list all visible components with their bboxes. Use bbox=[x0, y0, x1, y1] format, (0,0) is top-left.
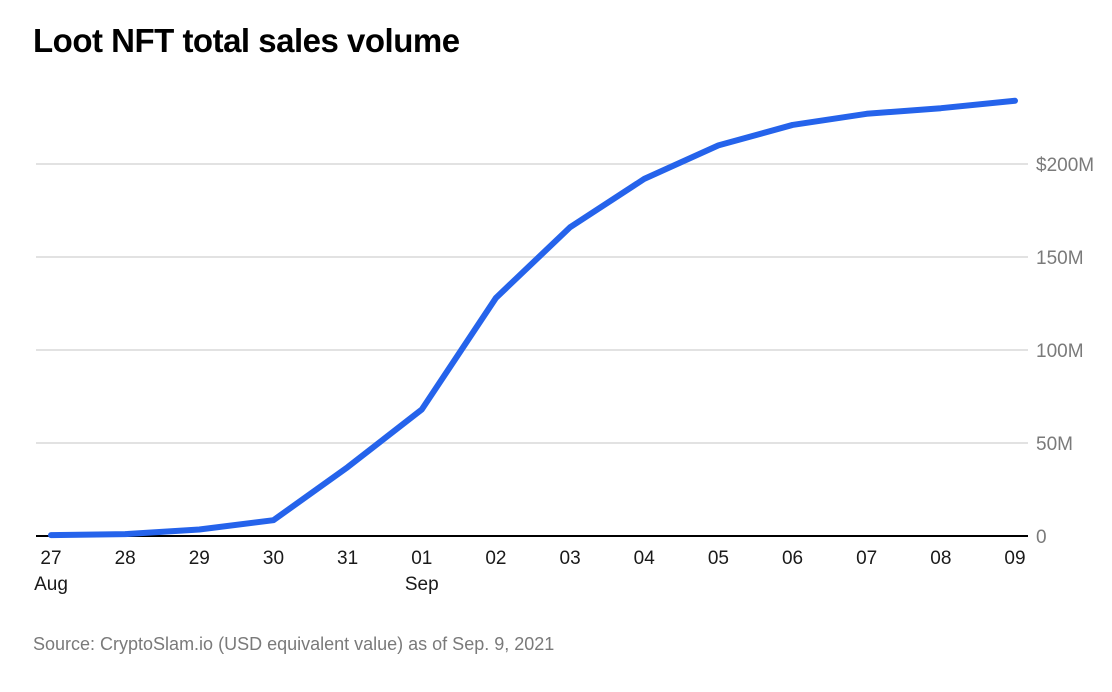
data-point bbox=[715, 142, 721, 148]
x-tick-label: 06 bbox=[782, 548, 803, 569]
data-point bbox=[419, 407, 425, 413]
x-tick-label: 02 bbox=[485, 548, 506, 569]
x-tick-label: 29 bbox=[189, 548, 210, 569]
series-line bbox=[48, 97, 1018, 539]
y-tick-label: 50M bbox=[1036, 434, 1073, 455]
x-tick-label: 27 bbox=[40, 548, 61, 569]
data-point bbox=[270, 517, 276, 523]
y-axis-ticks: 0 50M 100M 150M $200M bbox=[1036, 155, 1094, 548]
x-axis-ticks: 27 Aug 28 29 30 31 01 Sep 02 03 04 05 06 07 08 09 bbox=[34, 548, 1025, 595]
data-point bbox=[567, 224, 573, 230]
data-point bbox=[345, 464, 351, 470]
y-tick-label: $200M bbox=[1036, 155, 1094, 176]
data-point bbox=[790, 122, 796, 128]
data-point bbox=[493, 295, 499, 301]
x-tick-label: 08 bbox=[930, 548, 951, 569]
gridlines bbox=[36, 163, 1028, 537]
data-point bbox=[122, 531, 128, 537]
series bbox=[48, 97, 1018, 539]
data-point bbox=[48, 532, 54, 538]
data-point bbox=[938, 105, 944, 111]
x-tick-label: 28 bbox=[115, 548, 136, 569]
x-tick-label: 30 bbox=[263, 548, 284, 569]
data-point bbox=[1012, 98, 1018, 104]
x-month-label: Sep bbox=[405, 574, 439, 595]
y-tick-label: 150M bbox=[1036, 248, 1084, 269]
source-note: Source: CryptoSlam.io (USD equivalent va… bbox=[33, 634, 555, 654]
x-tick-label: 04 bbox=[634, 548, 656, 569]
x-tick-label: 03 bbox=[560, 548, 581, 569]
chart-title: Loot NFT total sales volume bbox=[33, 22, 460, 59]
x-month-label: Aug bbox=[34, 574, 68, 595]
data-point bbox=[641, 176, 647, 182]
data-point bbox=[196, 526, 202, 532]
x-tick-label: 31 bbox=[337, 548, 358, 569]
y-tick-label: 100M bbox=[1036, 341, 1084, 362]
data-point bbox=[864, 111, 870, 117]
y-tick-label: 0 bbox=[1036, 527, 1047, 548]
x-tick-label: 09 bbox=[1004, 548, 1025, 569]
x-tick-label: 05 bbox=[708, 548, 729, 569]
x-tick-label: 01 bbox=[411, 548, 432, 569]
x-tick-label: 07 bbox=[856, 548, 877, 569]
